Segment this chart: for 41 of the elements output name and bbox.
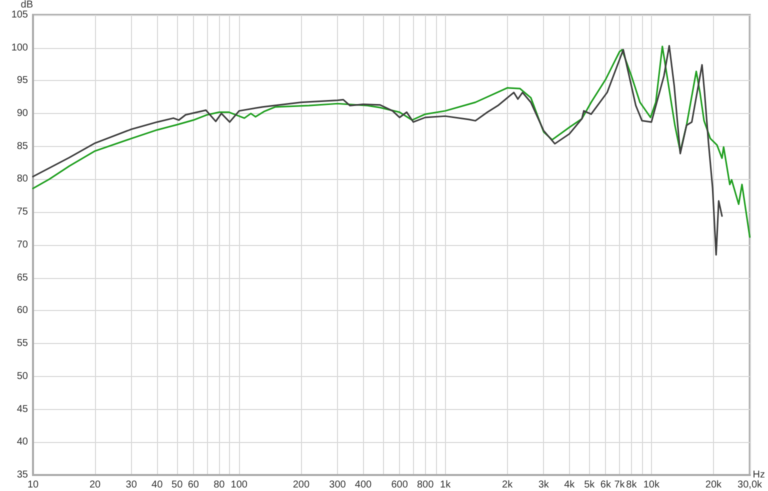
x-tick-label: 10 (27, 480, 39, 490)
x-tick-label: 20 (89, 480, 102, 490)
x-tick-label: 40 (152, 480, 164, 490)
x-tick-label: 3k (538, 480, 550, 490)
x-tick-label: 200 (292, 480, 310, 490)
x-tick-label: 10k (643, 480, 660, 490)
x-tick-label: 800 (416, 480, 434, 490)
x-tick-label: 400 (354, 480, 372, 490)
x-tick-label: 50 (172, 480, 184, 490)
x-tick-label: 20k (705, 480, 723, 490)
x-tick-label: 300 (329, 480, 346, 490)
y-tick-label: 85 (16, 140, 28, 152)
x-tick-label: 100 (230, 480, 248, 490)
y-tick-label: 55 (16, 338, 28, 350)
y-tick-label: 75 (16, 206, 28, 218)
y-tick-label: 80 (16, 174, 28, 185)
y-tick-label: 45 (16, 404, 28, 415)
y-tick-label: 100 (11, 42, 28, 54)
x-tick-label: 5k (584, 480, 596, 490)
x-tick-label: 7k (614, 480, 626, 490)
y-tick-label: 95 (16, 75, 28, 86)
y-tick-label: 70 (16, 239, 28, 250)
x-tick-label: 30 (126, 480, 138, 490)
x-axis-title: Hz (752, 470, 766, 480)
x-tick-label: 8k (626, 480, 638, 490)
y-axis-title: dB (20, 0, 34, 10)
x-tick-label: 600 (391, 480, 408, 490)
y-tick-label: 35 (16, 470, 28, 480)
y-tick-label: 65 (16, 272, 28, 284)
x-tick-label: 80 (214, 480, 226, 490)
y-tick-label: 60 (16, 305, 28, 316)
y-tick-label: 40 (16, 436, 28, 448)
y-tick-label: 50 (16, 370, 28, 382)
x-tick-label: 60 (188, 480, 200, 490)
x-tick-label: 2k (502, 480, 514, 490)
y-tick-label: 90 (16, 108, 28, 119)
x-tick-label: 1k (440, 480, 452, 490)
y-tick-label: 105 (11, 9, 28, 20)
x-tick-label: 4k (564, 480, 576, 490)
x-tick-label: 6k (600, 480, 612, 490)
x-tick-label: 30,0k (738, 480, 764, 490)
